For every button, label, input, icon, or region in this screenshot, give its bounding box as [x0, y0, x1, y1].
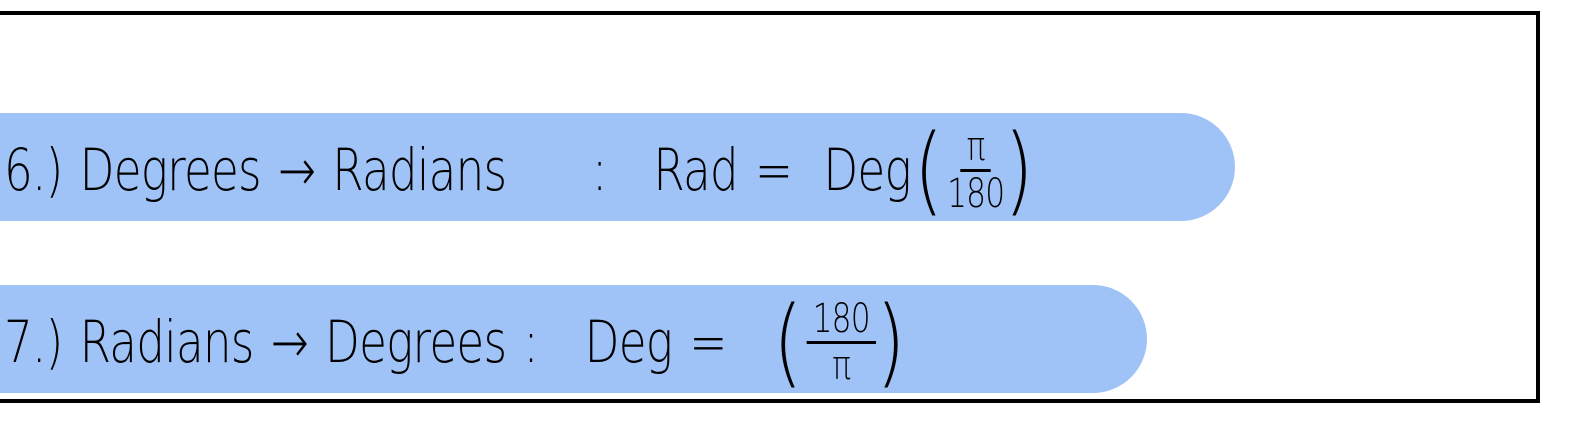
denominator: 180	[947, 170, 1005, 217]
open-paren: (	[913, 114, 943, 226]
from-unit: Degrees	[79, 136, 262, 204]
numerator: π	[960, 125, 991, 172]
arrow: →	[270, 308, 309, 376]
denominator: π	[832, 342, 851, 389]
item-number: 6.)	[4, 136, 63, 204]
colon: :	[592, 136, 607, 204]
from-unit: Radians	[79, 308, 255, 376]
lhs: Deg	[584, 308, 673, 376]
close-paren: )	[876, 286, 905, 398]
to-unit: Degrees	[325, 308, 507, 376]
fraction: 180 π	[806, 297, 877, 389]
fraction: π 180	[947, 125, 1005, 217]
to-unit: Radians	[332, 136, 507, 204]
equals: =	[755, 136, 793, 204]
colon: :	[523, 308, 538, 376]
numerator: 180	[806, 297, 877, 344]
item-number: 7.)	[4, 308, 63, 376]
highlight-row-7	[0, 285, 1147, 393]
lhs: Rad	[653, 136, 738, 204]
open-paren: (	[773, 286, 802, 398]
highlight-row-6	[0, 113, 1235, 221]
close-paren: )	[1004, 114, 1033, 226]
note-frame	[0, 11, 1540, 403]
arrow: →	[277, 136, 316, 204]
formula-degrees-to-radians: 6.) Degrees → Radians : Rad = Deg ( π 18…	[4, 100, 1050, 240]
formula-radians-to-degrees: 7.) Radians → Degrees : Deg = ( 180 π )	[4, 272, 922, 412]
equals: =	[689, 308, 727, 376]
factor: Deg	[823, 136, 911, 204]
